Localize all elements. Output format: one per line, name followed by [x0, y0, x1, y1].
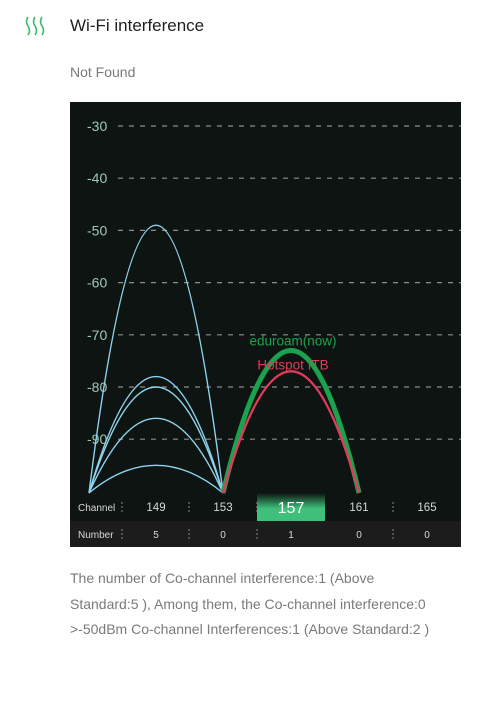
neighbor-network-curve	[88, 417, 224, 494]
channel-count: 0	[220, 530, 226, 541]
page-title: Wi-Fi interference	[70, 16, 205, 35]
selected-channel-highlight	[257, 493, 325, 521]
channel-count: 0	[356, 530, 362, 541]
series-curve	[220, 348, 362, 494]
interference-summary: The number of Co-channel interference:1 …	[70, 566, 440, 643]
number-row-label: Number	[78, 530, 114, 541]
chart-svg: -30 -40 -50 -60 -70 -80 -90 eduroam(now) Hotspot…	[70, 118, 461, 547]
channel-row-label: Channel	[78, 503, 115, 514]
wifi-waves-icon	[25, 16, 45, 36]
neighbor-network-curve	[88, 464, 224, 494]
y-tick-label: -70	[87, 327, 107, 343]
neighbor-network-curve	[88, 375, 224, 494]
series-label: Hotspot ITB	[257, 357, 328, 372]
y-tick-label: -80	[87, 379, 107, 395]
channel-count: 0	[424, 530, 430, 541]
y-tick-label: -90	[87, 431, 107, 447]
channel-label: 149	[146, 502, 165, 514]
neighbor-network-curve	[88, 224, 224, 494]
channel-count: 1	[288, 530, 294, 541]
series-label: eduroam(now)	[249, 333, 336, 348]
number-row-bg	[70, 521, 461, 547]
series-curve	[221, 370, 361, 494]
y-tick-label: -40	[87, 170, 107, 186]
status-text: Not Found	[70, 64, 136, 80]
neighbor-network-curve	[88, 386, 224, 494]
channel-label: 153	[213, 502, 232, 514]
channel-label: 165	[417, 502, 436, 514]
channel-label: 157	[278, 500, 305, 517]
y-tick-label: -60	[87, 275, 107, 291]
summary-strong: >-50dBm Co-channel Interferences:1 (Abov…	[70, 621, 430, 637]
channel-label: 161	[349, 502, 368, 514]
section-header: Wi-Fi interference	[0, 0, 481, 52]
y-tick-label: -30	[87, 118, 107, 134]
channel-count: 5	[153, 530, 159, 541]
interference-chart: -30 -40 -50 -60 -70 -80 -90 eduroam(now) Hotspot…	[70, 102, 461, 547]
y-tick-label: -50	[87, 222, 107, 238]
summary-cochannel: The number of Co-channel interference:1 …	[70, 570, 426, 612]
